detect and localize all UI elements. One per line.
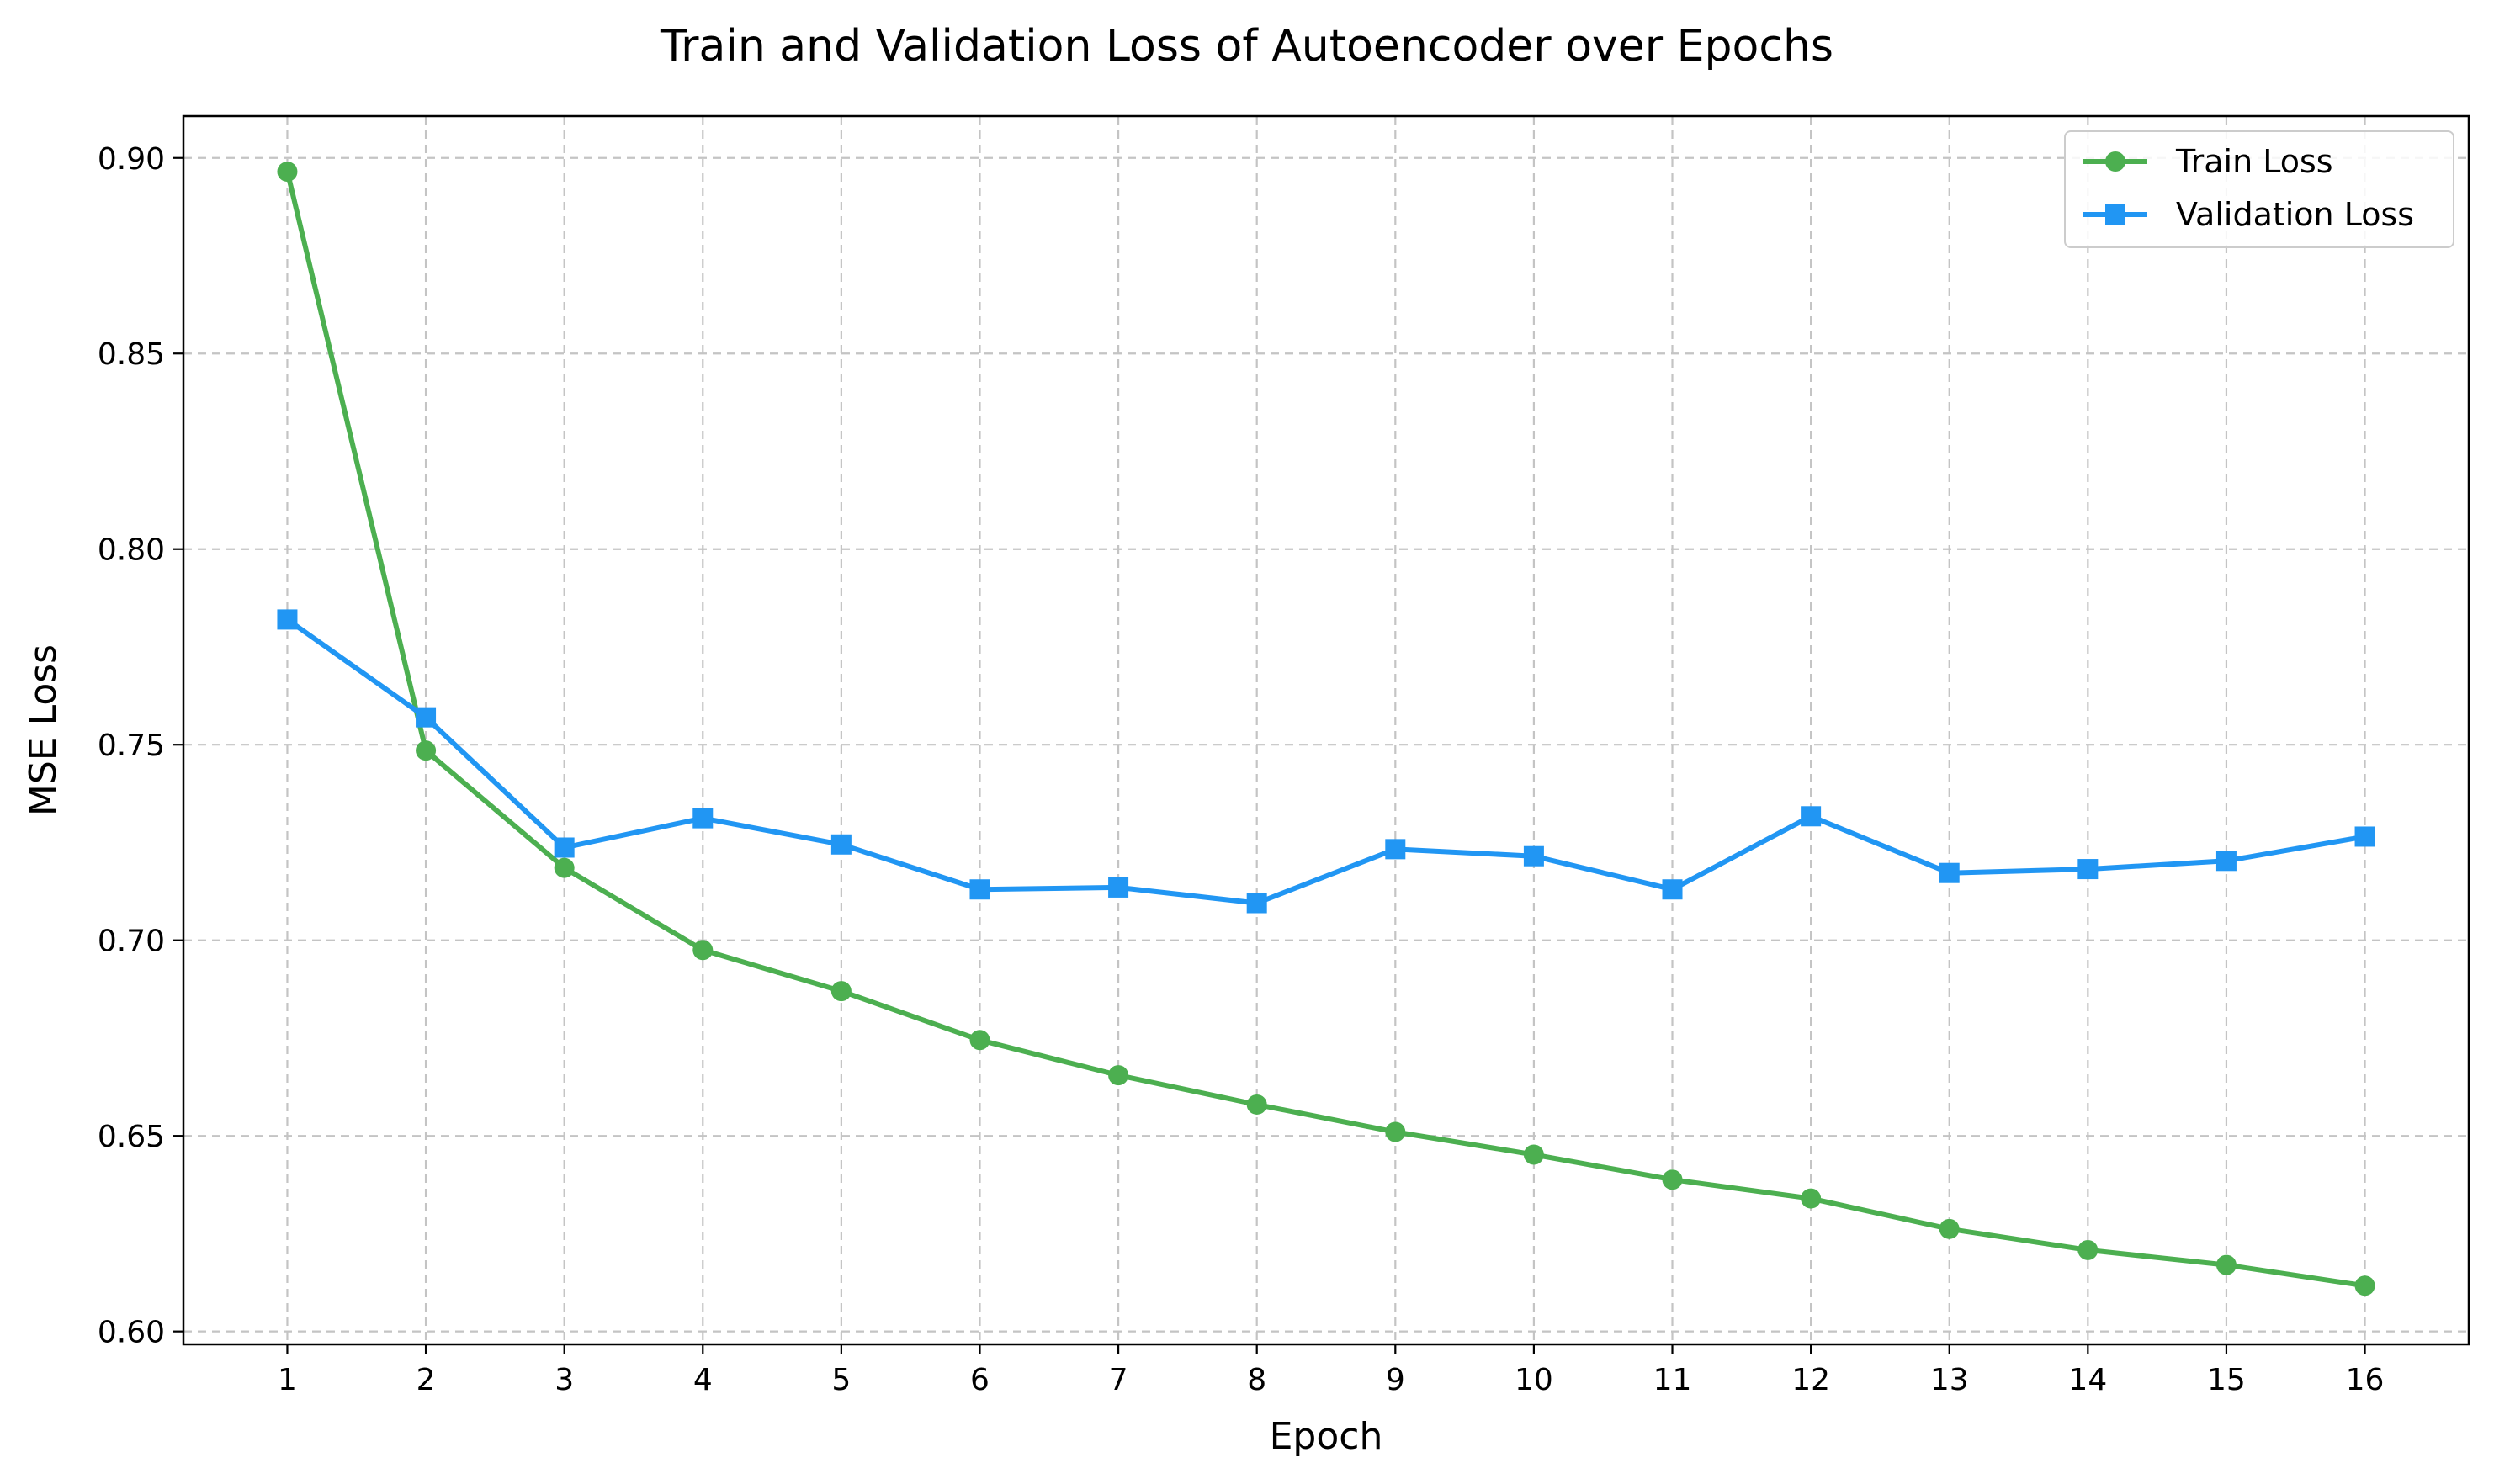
point-validation bbox=[830, 834, 852, 855]
x-tick-label: 1 bbox=[278, 1363, 297, 1397]
y-tick-label: 0.85 bbox=[98, 337, 165, 372]
point-validation bbox=[1385, 839, 1406, 860]
x-tick-label: 11 bbox=[1653, 1363, 1692, 1397]
x-tick-label: 7 bbox=[1109, 1363, 1128, 1397]
series-train bbox=[277, 162, 2375, 1296]
x-tick-label: 12 bbox=[1791, 1363, 1830, 1397]
series-line-train bbox=[284, 169, 2368, 1289]
y-tick-label: 0.70 bbox=[98, 925, 165, 959]
legend: Train Loss Validation Loss bbox=[2064, 130, 2454, 248]
point-validation bbox=[554, 837, 575, 858]
y-tick-label: 0.75 bbox=[98, 729, 165, 763]
point-train bbox=[1246, 1094, 1267, 1115]
x-axis-label: Epoch bbox=[1270, 1415, 1383, 1458]
point-train bbox=[1801, 1188, 1822, 1209]
point-train bbox=[830, 981, 852, 1002]
legend-frame bbox=[2064, 130, 2454, 248]
point-train bbox=[554, 857, 575, 878]
legend-train-marker bbox=[2105, 151, 2125, 172]
point-validation bbox=[2354, 826, 2375, 847]
point-validation bbox=[1246, 893, 1267, 914]
plot-frame bbox=[182, 114, 2470, 1346]
y-tick-label: 0.60 bbox=[98, 1316, 165, 1350]
point-validation bbox=[2215, 851, 2237, 872]
legend-validation-label: Validation Loss bbox=[2176, 196, 2414, 233]
point-train bbox=[1939, 1218, 1960, 1239]
point-validation bbox=[969, 879, 990, 900]
point-train bbox=[277, 162, 298, 183]
point-train bbox=[2215, 1254, 2237, 1275]
y-tick-label: 0.90 bbox=[98, 142, 165, 177]
point-train bbox=[692, 940, 714, 961]
x-tick-label: 16 bbox=[2346, 1363, 2385, 1397]
point-train bbox=[1662, 1169, 1683, 1190]
x-tick-label: 15 bbox=[2207, 1363, 2246, 1397]
point-validation bbox=[1108, 877, 1129, 898]
x-tick-label: 14 bbox=[2068, 1363, 2107, 1397]
point-train bbox=[1108, 1065, 1129, 1086]
x-tick-label: 3 bbox=[555, 1363, 574, 1397]
axis-ticks: 1 2 3 4 5 6 7 8 9 10 11 12 13 14 15 160.600.650.700.750… bbox=[98, 142, 2385, 1397]
legend-validation-marker bbox=[2105, 204, 2125, 225]
point-train bbox=[969, 1030, 990, 1051]
point-train bbox=[1385, 1121, 1406, 1142]
point-validation bbox=[2077, 859, 2099, 880]
point-validation bbox=[416, 707, 437, 728]
x-tick-label: 9 bbox=[1386, 1363, 1405, 1397]
point-validation bbox=[277, 609, 298, 630]
legend-train-label: Train Loss bbox=[2175, 143, 2333, 180]
point-train bbox=[1523, 1144, 1544, 1165]
point-train bbox=[416, 740, 437, 761]
x-tick-label: 2 bbox=[417, 1363, 436, 1397]
point-validation bbox=[1939, 862, 1960, 883]
point-validation bbox=[1662, 879, 1683, 900]
point-validation bbox=[1523, 845, 1544, 867]
x-tick-label: 10 bbox=[1515, 1363, 1553, 1397]
x-tick-label: 5 bbox=[831, 1363, 851, 1397]
point-train bbox=[2077, 1239, 2099, 1260]
point-validation bbox=[1801, 806, 1822, 827]
grid bbox=[183, 116, 2469, 1344]
y-axis-label: MSE Loss bbox=[22, 644, 65, 816]
point-validation bbox=[692, 808, 714, 829]
chart-title: Train and Validation Loss of Autoencoder… bbox=[660, 21, 1833, 72]
x-tick-label: 6 bbox=[970, 1363, 990, 1397]
x-tick-label: 4 bbox=[693, 1363, 713, 1397]
y-tick-label: 0.65 bbox=[98, 1120, 165, 1154]
series-line-validation bbox=[284, 617, 2368, 906]
y-tick-label: 0.80 bbox=[98, 533, 165, 568]
x-tick-label: 8 bbox=[1247, 1363, 1266, 1397]
x-tick-label: 13 bbox=[1930, 1363, 1969, 1397]
series-validation bbox=[277, 609, 2375, 914]
series-layer bbox=[277, 162, 2375, 1296]
point-train bbox=[2354, 1275, 2375, 1296]
